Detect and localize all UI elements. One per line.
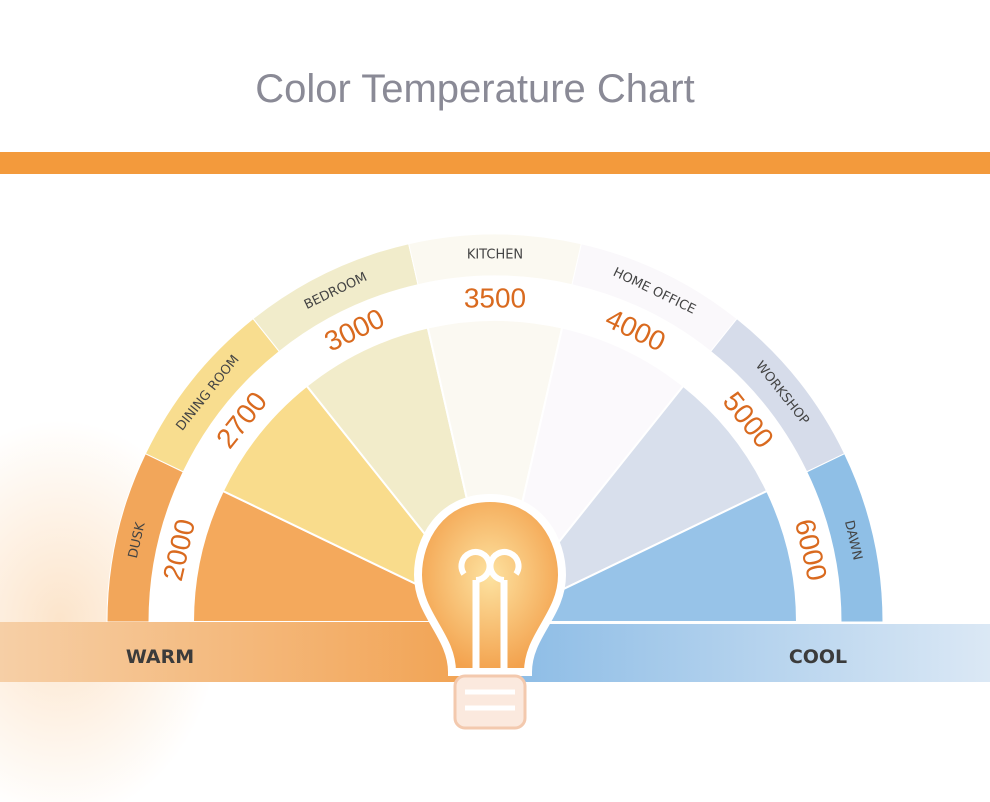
warm-bar bbox=[0, 622, 460, 682]
bulb-loops bbox=[458, 549, 522, 583]
bulb-base bbox=[453, 674, 527, 730]
inner-wedge bbox=[494, 489, 799, 623]
bulb-glass bbox=[413, 493, 567, 676]
outer-band bbox=[806, 452, 884, 623]
white-band bbox=[149, 276, 841, 622]
cool-bar bbox=[520, 624, 990, 682]
warm-label: WARM bbox=[126, 646, 194, 668]
bulb bbox=[413, 493, 567, 730]
title: Color Temperature Chart bbox=[255, 67, 694, 111]
top-bar bbox=[0, 152, 990, 174]
bulb-filament bbox=[472, 580, 508, 672]
cool-label: COOL bbox=[789, 646, 847, 668]
segment-label: KITCHEN bbox=[467, 248, 523, 263]
segment-value: 3500 bbox=[464, 282, 526, 313]
bulb-threads bbox=[465, 689, 515, 711]
